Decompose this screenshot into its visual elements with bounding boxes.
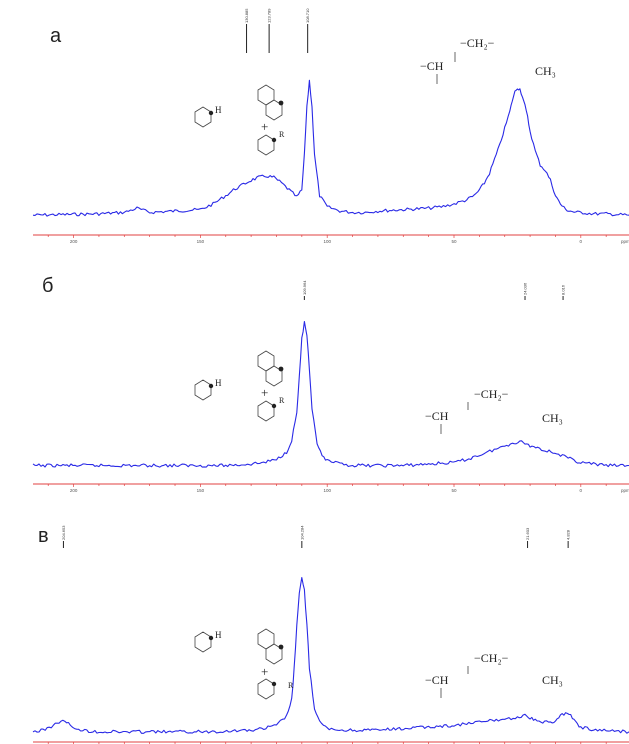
radical-dot-icon (208, 110, 214, 116)
ch-label: −CH (420, 59, 444, 73)
peak-label: 24.036 (523, 282, 528, 295)
spectrum-line (32, 320, 629, 468)
h-label: H (215, 378, 222, 388)
ch2-label: −CH₂− (474, 387, 509, 401)
radical-dot-icon (208, 635, 214, 641)
aliphatic-structure: −CH₂− −CH CH₃ (425, 387, 563, 434)
peak-label: 123.789 (267, 8, 272, 23)
ch-label: −CH (425, 409, 449, 423)
x-tick-label: 0 (580, 488, 583, 493)
ch2-label: −CH₂− (460, 36, 495, 50)
peak-label: 109.964 (302, 280, 307, 295)
benzene-h-structure: H (194, 105, 222, 128)
h-label: H (215, 630, 222, 640)
aliphatic-structure: −CH₂− −CH CH₃ (425, 651, 563, 698)
x-tick-label: 200 (70, 488, 78, 493)
radical-dot-icon (278, 366, 284, 372)
plus-sign: + (261, 664, 268, 679)
r-label: R (288, 681, 294, 690)
ch3-label: CH₃ (542, 673, 563, 687)
naphthalene-ring-b-icon (265, 365, 283, 387)
radical-dot-icon (278, 644, 284, 650)
radical-dot-icon (271, 681, 277, 687)
peak-label: 108.710 (305, 8, 310, 23)
x-tick-label: 100 (323, 239, 331, 244)
panel-a: а 130.885 123.789 108.710 200 150 100 50 0 ppm … (32, 8, 629, 244)
naphthalene-ring-a-icon (257, 350, 275, 372)
x-tick-label: 0 (580, 239, 583, 244)
naphthalene-ring-b-icon (265, 643, 283, 665)
x-axis-ticks: 200 150 100 50 0 ppm (47, 235, 629, 244)
x-tick-label: 150 (197, 488, 205, 493)
x-unit-label: ppm (621, 239, 629, 244)
aliphatic-structure: −CH₂− −CH CH₃ (420, 36, 556, 84)
peak-markers: 204.653 104.284 21.603 4.828 (61, 525, 571, 548)
ch3-label: CH₃ (535, 64, 556, 78)
x-tick-label: 200 (70, 239, 78, 244)
h-label: H (215, 105, 222, 115)
peak-label: 4.828 (566, 529, 571, 540)
alkylbenzene-ring-icon (257, 678, 275, 700)
r-label: R (279, 130, 285, 139)
ch-label: −CH (425, 673, 449, 687)
peak-label: 130.885 (244, 8, 249, 23)
naphthalene-structure: + R (257, 350, 285, 422)
peak-markers: 109.964 24.036 8.016 (302, 280, 566, 300)
alkylbenzene-ring-icon (257, 400, 275, 422)
benzene-h-structure: H (194, 630, 222, 653)
benzene-h-structure: H (194, 378, 222, 401)
x-axis-ticks: 200 150 100 50 0 ppm (47, 484, 629, 493)
peak-label: 8.016 (561, 284, 566, 295)
radical-dot-icon (208, 383, 214, 389)
ch3-label: CH₃ (542, 411, 563, 425)
naphthalene-structure: + R (257, 628, 294, 700)
panel-label: а (50, 25, 62, 47)
naphthalene-structure: + R (257, 84, 285, 156)
x-unit-label: ppm (621, 488, 629, 493)
spectrum-line (32, 577, 629, 734)
peak-label: 204.653 (61, 525, 66, 540)
alkylbenzene-ring-icon (257, 134, 275, 156)
naphthalene-ring-a-icon (257, 628, 275, 650)
panel-label: б (42, 275, 53, 297)
peak-label: 21.603 (525, 527, 530, 540)
benzene-ring-icon (194, 631, 212, 653)
radical-dot-icon (278, 100, 284, 106)
benzene-ring-icon (194, 379, 212, 401)
radical-dot-icon (271, 403, 277, 409)
peak-label: 104.284 (299, 525, 304, 540)
plus-sign: + (261, 119, 268, 134)
naphthalene-ring-b-icon (265, 99, 283, 121)
x-tick-label: 150 (197, 239, 205, 244)
panel-label: в (38, 525, 49, 547)
panel-b: б 109.964 24.036 8.016 200 150 100 50 0 ppm H +… (32, 275, 629, 493)
x-tick-label: 100 (323, 488, 331, 493)
peak-markers: 130.885 123.789 108.710 (244, 8, 310, 53)
x-tick-label: 50 (451, 239, 457, 244)
plus-sign: + (261, 385, 268, 400)
radical-dot-icon (271, 137, 277, 143)
naphthalene-ring-a-icon (257, 84, 275, 106)
ch2-label: −CH₂− (474, 651, 509, 665)
benzene-ring-icon (194, 106, 212, 128)
r-label: R (279, 396, 285, 405)
x-tick-label: 50 (451, 488, 457, 493)
spectrum-line (32, 79, 629, 217)
